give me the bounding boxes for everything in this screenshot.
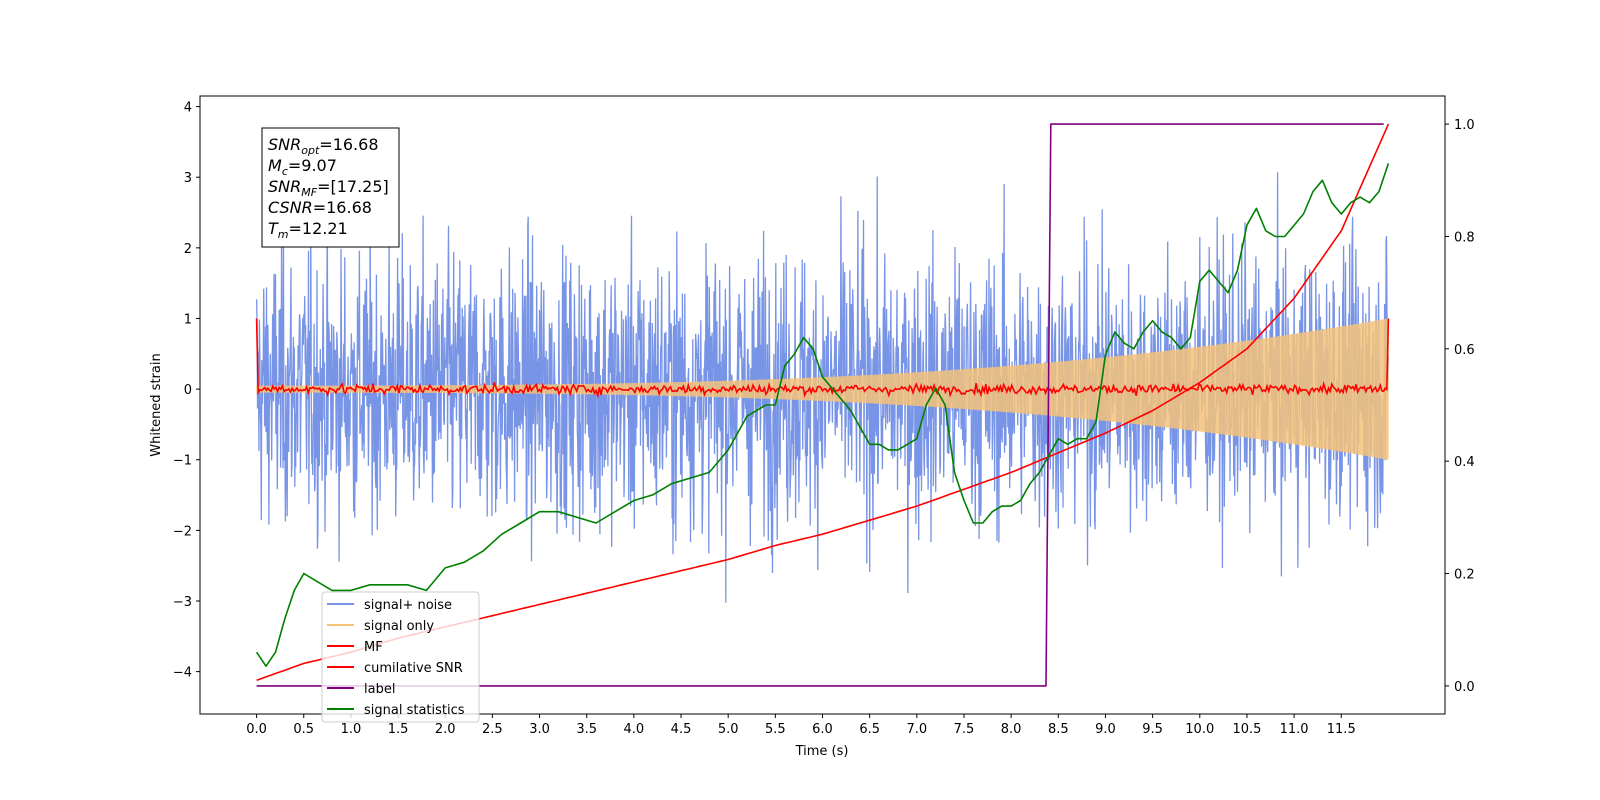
series-line-signal-noise (255, 172, 1390, 603)
x-tick-label: 8.0 (1001, 722, 1022, 737)
y-tick-label-left: 3 (184, 171, 192, 186)
legend-label: signal only (364, 619, 434, 634)
annotation-frame (261, 127, 400, 248)
y-tick-label-left: 2 (184, 242, 192, 257)
x-axis-label: Time (s) (795, 744, 849, 759)
x-tick-label: 11.5 (1327, 722, 1356, 737)
x-tick-label: 3.5 (576, 722, 597, 737)
y-tick-label-right: 0.8 (1454, 230, 1475, 245)
y-tick-label-right: 0.4 (1454, 455, 1475, 470)
legend-label: MF (364, 640, 383, 655)
x-tick-label: 10.5 (1232, 722, 1261, 737)
y-tick-label-right: 0.2 (1454, 568, 1475, 583)
x-tick-label: 7.5 (954, 722, 975, 737)
x-tick-label: 11.0 (1280, 722, 1309, 737)
legend-label: signal statistics (364, 703, 465, 718)
y-tick-label-right: 1.0 (1454, 118, 1475, 133)
legend: signal+ noise signal only MF cumilative SNR… (321, 591, 480, 723)
y-tick-label-left: −2 (173, 524, 192, 539)
y-tick-label-right: 0.0 (1454, 680, 1475, 695)
annotation-line: Tm=12.21 (268, 219, 348, 241)
x-tick-label: 10.0 (1185, 722, 1214, 737)
legend-label: label (364, 682, 395, 697)
y-tick-label-left: −1 (173, 454, 192, 469)
x-tick-label: 1.0 (341, 722, 362, 737)
x-tick-label: 2.5 (482, 722, 503, 737)
x-tick-label: 5.5 (765, 722, 786, 737)
annotation-line: SNRopt=16.68 (268, 135, 379, 157)
annotation-line: CSNR=16.68 (268, 198, 372, 217)
axes-layer: 0.0 0.5 1.0 1.5 2.0 2.5 3.0 3.5 4.0 4.5 5.0 5.5 6.0 6… (173, 101, 1475, 737)
x-tick-label: 0.5 (293, 722, 314, 737)
x-tick-label: 5.0 (718, 722, 739, 737)
series-line-label (256, 123, 1384, 687)
x-tick-label: 0.0 (246, 722, 267, 737)
y-tick-label-left: 1 (184, 312, 192, 327)
x-tick-label: 6.0 (812, 722, 833, 737)
legend-label: signal+ noise (364, 598, 452, 613)
y-axis-label: Whitened strain (149, 353, 164, 456)
series-line-mf (255, 318, 1390, 399)
x-tick-label: 1.5 (388, 722, 409, 737)
y-tick-label-left: −4 (173, 666, 192, 681)
x-tick-label: 2.0 (435, 722, 456, 737)
x-tick-label: 9.0 (1095, 722, 1116, 737)
legend-label: cumilative SNR (364, 661, 463, 676)
series-line-signal-statistics (255, 163, 1390, 667)
x-tick-label: 9.5 (1142, 722, 1163, 737)
x-tick-label: 3.0 (529, 722, 550, 737)
annotation-box: SNRopt=16.68Mc=9.07SNRMF=[17.25]CSNR=16.… (261, 127, 400, 248)
x-tick-label: 7.0 (906, 722, 927, 737)
annotation-line: SNRMF=[17.25] (268, 177, 389, 199)
x-tick-label: 4.5 (671, 722, 692, 737)
y-tick-label-left: −3 (173, 595, 192, 610)
y-tick-label-left: 4 (184, 101, 192, 116)
y-tick-label-left: 0 (184, 383, 192, 398)
annotation-line: Mc=9.07 (268, 156, 337, 178)
y-tick-label-right: 0.6 (1454, 343, 1475, 358)
x-tick-label: 8.5 (1048, 722, 1069, 737)
x-tick-label: 4.0 (624, 722, 645, 737)
legend-frame (321, 591, 480, 723)
x-tick-label: 6.5 (859, 722, 880, 737)
